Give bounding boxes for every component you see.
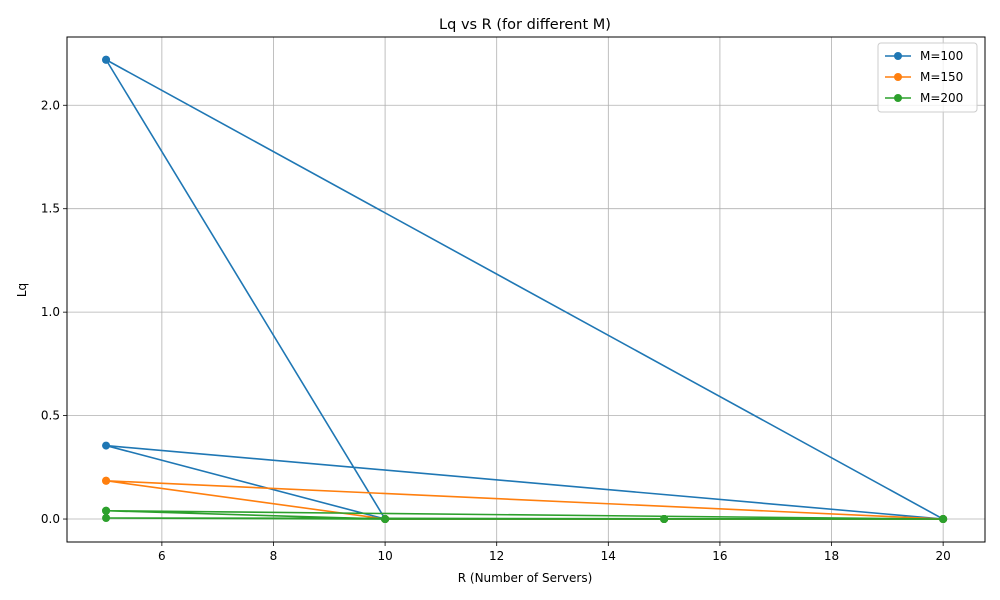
series-m-200 bbox=[102, 506, 948, 524]
plot-frame bbox=[66, 36, 986, 543]
series-line bbox=[105, 509, 944, 520]
x-tick-label: 10 bbox=[377, 549, 392, 563]
y-tick-label: 1.5 bbox=[41, 202, 60, 216]
y-tick-label: 1.0 bbox=[41, 305, 60, 319]
legend-marker bbox=[894, 52, 902, 60]
legend-marker bbox=[894, 73, 902, 81]
data-point bbox=[660, 515, 669, 524]
x-axis-title: R (Number of Servers) bbox=[458, 571, 593, 585]
y-axis: 0.0 0.5 1.0 1.5 2.0 bbox=[41, 98, 67, 526]
y-tick-label: 0.5 bbox=[41, 409, 60, 423]
legend-marker bbox=[894, 94, 902, 102]
x-axis: 6 8 10 12 14 16 18 20 bbox=[158, 542, 951, 563]
x-tick-label: 16 bbox=[712, 549, 727, 563]
data-point bbox=[381, 515, 390, 524]
legend: M=100 M=150 M=200 bbox=[877, 42, 978, 113]
data-point bbox=[102, 506, 111, 515]
series-layer bbox=[102, 55, 948, 524]
x-tick-label: 20 bbox=[936, 549, 951, 563]
data-point bbox=[102, 55, 111, 64]
x-tick-label: 14 bbox=[601, 549, 616, 563]
legend-box bbox=[877, 42, 978, 113]
chart-title: Lq vs R (for different M) bbox=[439, 17, 611, 33]
data-point bbox=[102, 514, 111, 523]
data-point bbox=[102, 476, 111, 485]
data-point bbox=[102, 441, 111, 450]
y-tick-label: 0.0 bbox=[41, 512, 60, 526]
legend-label: M=200 bbox=[920, 91, 963, 105]
x-tick-label: 18 bbox=[824, 549, 839, 563]
legend-label: M=100 bbox=[920, 49, 963, 63]
x-tick-label: 6 bbox=[158, 549, 166, 563]
x-tick-label: 8 bbox=[270, 549, 278, 563]
data-point bbox=[939, 515, 948, 524]
x-tick-label: 12 bbox=[489, 549, 504, 563]
y-tick-label: 2.0 bbox=[41, 98, 60, 112]
y-axis-title: Lq bbox=[15, 283, 29, 297]
legend-label: M=150 bbox=[920, 70, 963, 84]
